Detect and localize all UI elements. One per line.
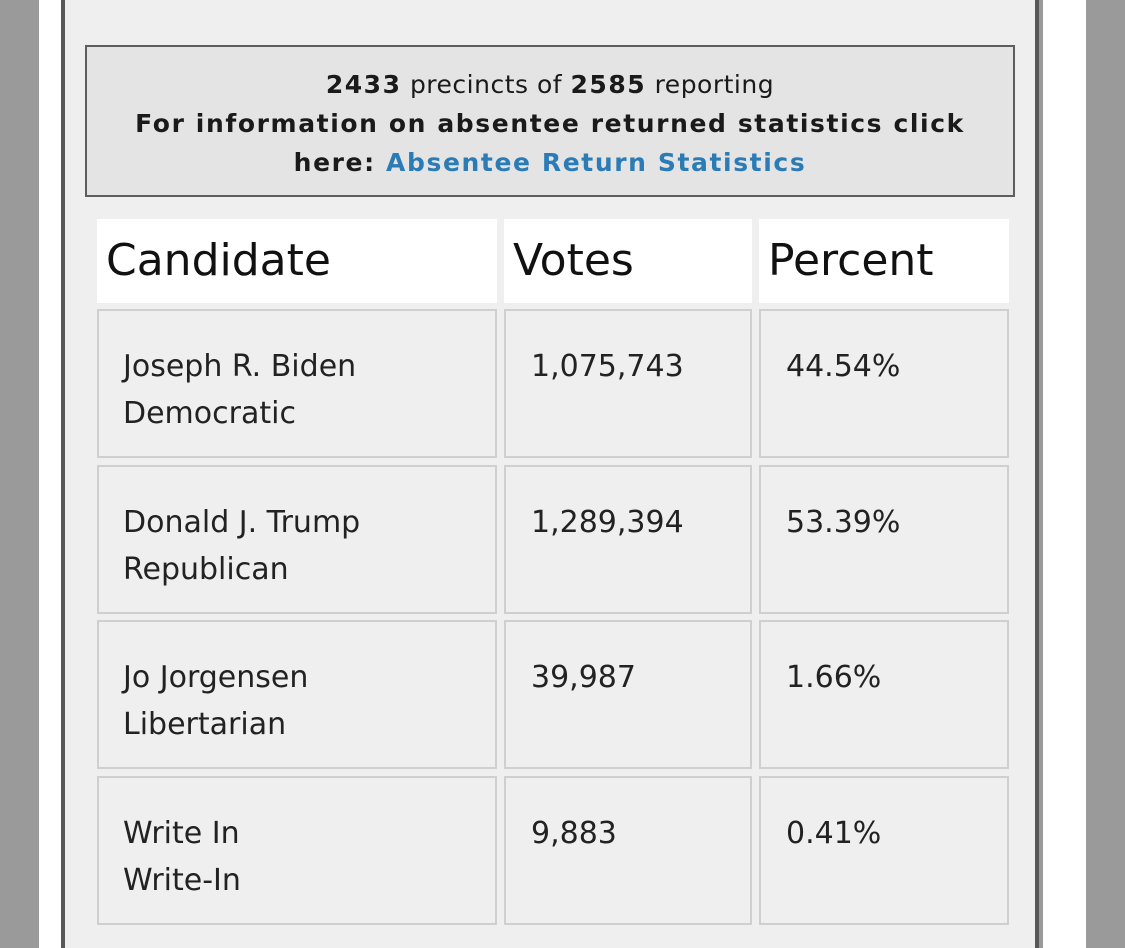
candidate-name: Donald J. Trump bbox=[123, 505, 361, 540]
candidate-party: Republican bbox=[123, 552, 289, 587]
header-votes: Votes bbox=[504, 219, 752, 303]
percent-cell: 1.66% bbox=[759, 620, 1009, 769]
precincts-of-label: precincts of bbox=[409, 70, 563, 99]
header-candidate: Candidate bbox=[97, 219, 497, 303]
candidate-party: Libertarian bbox=[123, 707, 287, 742]
absentee-return-statistics-link[interactable]: Absentee Return Statistics bbox=[386, 148, 807, 177]
precincts-reporting-line: 2433 precincts of 2585 reporting bbox=[87, 70, 1013, 99]
percent-value: 44.54% bbox=[786, 349, 901, 384]
left-gutter bbox=[39, 0, 61, 948]
absentee-info-line: here: Absentee Return Statistics bbox=[87, 148, 1013, 177]
candidate-party: Democratic bbox=[123, 396, 296, 431]
percent-value: 53.39% bbox=[786, 505, 901, 540]
votes-value: 9,883 bbox=[531, 816, 617, 851]
votes-cell: 9,883 bbox=[504, 776, 752, 925]
votes-value: 1,075,743 bbox=[531, 349, 684, 384]
votes-cell: 1,289,394 bbox=[504, 465, 752, 614]
candidate-party: Write-In bbox=[123, 863, 241, 898]
percent-value: 1.66% bbox=[786, 660, 882, 695]
header-percent: Percent bbox=[759, 219, 1009, 303]
precincts-total-count: 2585 bbox=[570, 70, 647, 99]
votes-cell: 39,987 bbox=[504, 620, 752, 769]
absentee-here-label: here: bbox=[293, 148, 376, 177]
percent-cell: 44.54% bbox=[759, 309, 1009, 458]
percent-cell: 0.41% bbox=[759, 776, 1009, 925]
reporting-label: reporting bbox=[654, 70, 775, 99]
percent-cell: 53.39% bbox=[759, 465, 1009, 614]
candidate-name: Joseph R. Biden bbox=[123, 349, 357, 384]
reporting-info-box: 2433 precincts of 2585 reporting For inf… bbox=[85, 45, 1015, 197]
candidate-name: Write In bbox=[123, 816, 240, 851]
candidate-cell: Joseph R. Biden Democratic bbox=[97, 309, 497, 458]
votes-cell: 1,075,743 bbox=[504, 309, 752, 458]
absentee-info-text: For information on absentee returned sta… bbox=[135, 109, 965, 138]
precincts-reporting-count: 2433 bbox=[325, 70, 402, 99]
candidate-cell: Jo Jorgensen Libertarian bbox=[97, 620, 497, 769]
votes-value: 39,987 bbox=[531, 660, 636, 695]
candidate-cell: Write In Write-In bbox=[97, 776, 497, 925]
right-gutter bbox=[1043, 0, 1086, 948]
candidate-name: Jo Jorgensen bbox=[123, 660, 309, 695]
votes-value: 1,289,394 bbox=[531, 505, 684, 540]
candidate-cell: Donald J. Trump Republican bbox=[97, 465, 497, 614]
percent-value: 0.41% bbox=[786, 816, 882, 851]
